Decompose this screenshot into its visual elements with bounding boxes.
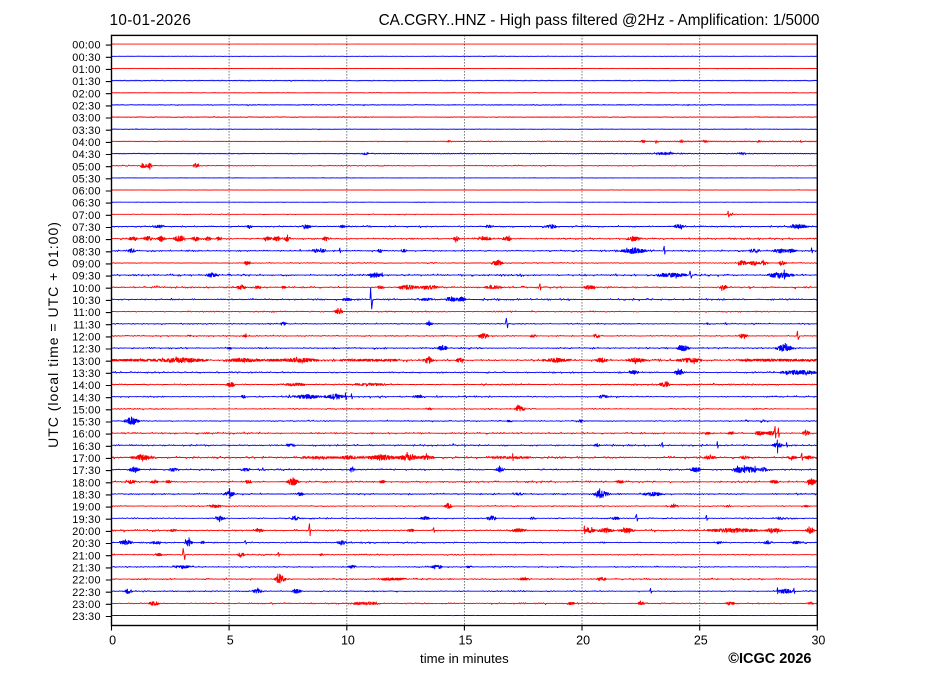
svg-text:5: 5 bbox=[227, 633, 234, 647]
svg-text:30: 30 bbox=[811, 633, 825, 647]
svg-text:04:30: 04:30 bbox=[72, 149, 101, 161]
svg-text:00:00: 00:00 bbox=[72, 40, 101, 52]
svg-text:15:00: 15:00 bbox=[72, 404, 101, 416]
svg-text:06:30: 06:30 bbox=[72, 198, 101, 210]
svg-text:20: 20 bbox=[576, 633, 590, 647]
svg-text:21:00: 21:00 bbox=[72, 550, 101, 562]
svg-text:08:30: 08:30 bbox=[72, 246, 101, 258]
svg-text:02:30: 02:30 bbox=[72, 101, 101, 113]
svg-text:©ICGC 2026: ©ICGC 2026 bbox=[728, 651, 811, 667]
svg-text:07:30: 07:30 bbox=[72, 222, 101, 234]
svg-text:03:30: 03:30 bbox=[72, 125, 101, 137]
svg-text:01:30: 01:30 bbox=[72, 76, 101, 88]
svg-text:16:30: 16:30 bbox=[72, 441, 101, 453]
svg-text:19:30: 19:30 bbox=[72, 514, 101, 526]
svg-text:10:00: 10:00 bbox=[72, 283, 101, 295]
svg-text:10-01-2026: 10-01-2026 bbox=[110, 12, 192, 29]
svg-text:05:30: 05:30 bbox=[72, 173, 101, 185]
svg-text:09:30: 09:30 bbox=[72, 271, 101, 283]
svg-text:05:00: 05:00 bbox=[72, 161, 101, 173]
svg-text:14:00: 14:00 bbox=[72, 380, 101, 392]
svg-text:23:00: 23:00 bbox=[72, 599, 101, 611]
svg-text:18:00: 18:00 bbox=[72, 477, 101, 489]
svg-text:02:00: 02:00 bbox=[72, 88, 101, 100]
svg-text:10:30: 10:30 bbox=[72, 295, 101, 307]
svg-text:15:30: 15:30 bbox=[72, 417, 101, 429]
svg-text:0: 0 bbox=[109, 633, 116, 647]
svg-text:13:00: 13:00 bbox=[72, 356, 101, 368]
svg-text:time in minutes: time in minutes bbox=[420, 651, 509, 666]
svg-text:16:00: 16:00 bbox=[72, 429, 101, 441]
svg-text:25: 25 bbox=[694, 633, 708, 647]
svg-text:22:00: 22:00 bbox=[72, 575, 101, 587]
svg-text:06:00: 06:00 bbox=[72, 186, 101, 198]
svg-text:UTC (local time = UTC + 01:00): UTC (local time = UTC + 01:00) bbox=[45, 221, 61, 448]
svg-text:12:30: 12:30 bbox=[72, 344, 101, 356]
svg-text:01:00: 01:00 bbox=[72, 64, 101, 76]
svg-text:13:30: 13:30 bbox=[72, 368, 101, 380]
svg-text:11:30: 11:30 bbox=[73, 319, 101, 331]
svg-text:21:30: 21:30 bbox=[72, 563, 101, 575]
svg-text:07:00: 07:00 bbox=[72, 210, 101, 222]
svg-text:20:00: 20:00 bbox=[72, 526, 101, 538]
svg-text:04:00: 04:00 bbox=[72, 137, 101, 149]
svg-text:18:30: 18:30 bbox=[72, 490, 101, 502]
svg-text:17:00: 17:00 bbox=[72, 453, 101, 465]
svg-text:10: 10 bbox=[341, 633, 355, 647]
svg-text:CA.CGRY..HNZ - High pass filte: CA.CGRY..HNZ - High pass filtered @2Hz -… bbox=[379, 12, 820, 29]
svg-text:17:30: 17:30 bbox=[72, 465, 101, 477]
svg-text:15: 15 bbox=[459, 633, 473, 647]
svg-text:11:00: 11:00 bbox=[73, 307, 101, 319]
svg-text:14:30: 14:30 bbox=[72, 392, 101, 404]
svg-text:20:30: 20:30 bbox=[72, 538, 101, 550]
svg-text:00:30: 00:30 bbox=[72, 52, 101, 64]
svg-text:09:00: 09:00 bbox=[72, 259, 101, 271]
svg-text:03:00: 03:00 bbox=[72, 113, 101, 125]
svg-text:12:00: 12:00 bbox=[72, 332, 101, 344]
svg-text:19:00: 19:00 bbox=[72, 502, 101, 514]
svg-text:23:30: 23:30 bbox=[72, 611, 101, 623]
svg-text:08:00: 08:00 bbox=[72, 234, 101, 246]
svg-text:22:30: 22:30 bbox=[72, 587, 101, 599]
